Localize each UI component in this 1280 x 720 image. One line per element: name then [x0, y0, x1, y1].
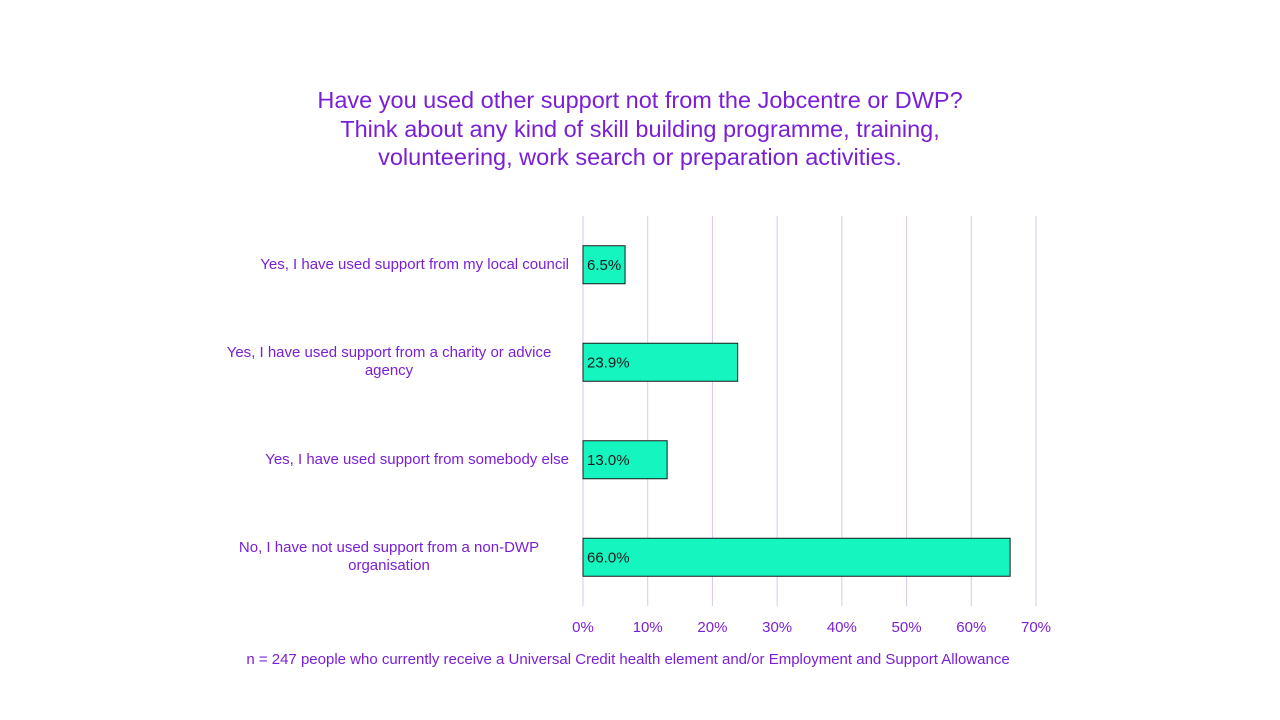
- x-tick-label: 60%: [956, 619, 986, 636]
- x-tick-label: 10%: [633, 619, 663, 636]
- data-label: 66.0%: [587, 549, 630, 566]
- bar: [582, 440, 668, 480]
- category-label: Yes, I have used support from a charity …: [226, 344, 552, 380]
- category-label: Yes, I have used support from my local c…: [260, 255, 569, 273]
- chart-title: Have you used other support not from the…: [317, 87, 963, 170]
- x-tick-label: 30%: [762, 619, 792, 636]
- data-label: 23.9%: [587, 354, 630, 371]
- chart-note: n = 247 people who currently receive a U…: [246, 651, 1010, 668]
- x-tick-label: 50%: [892, 619, 922, 636]
- bar: [582, 245, 626, 285]
- x-tick-label: 70%: [1021, 619, 1051, 636]
- category-label: No, I have not used support from a non-D…: [238, 539, 540, 575]
- bar: [582, 537, 1011, 577]
- data-label: 13.0%: [587, 452, 630, 469]
- x-tick-label: 40%: [827, 619, 857, 636]
- bar: [582, 342, 739, 382]
- category-label: Yes, I have used support from somebody e…: [265, 450, 569, 468]
- data-label: 6.5%: [587, 257, 621, 274]
- x-tick-label: 20%: [697, 619, 727, 636]
- x-tick-label: 0%: [572, 619, 594, 636]
